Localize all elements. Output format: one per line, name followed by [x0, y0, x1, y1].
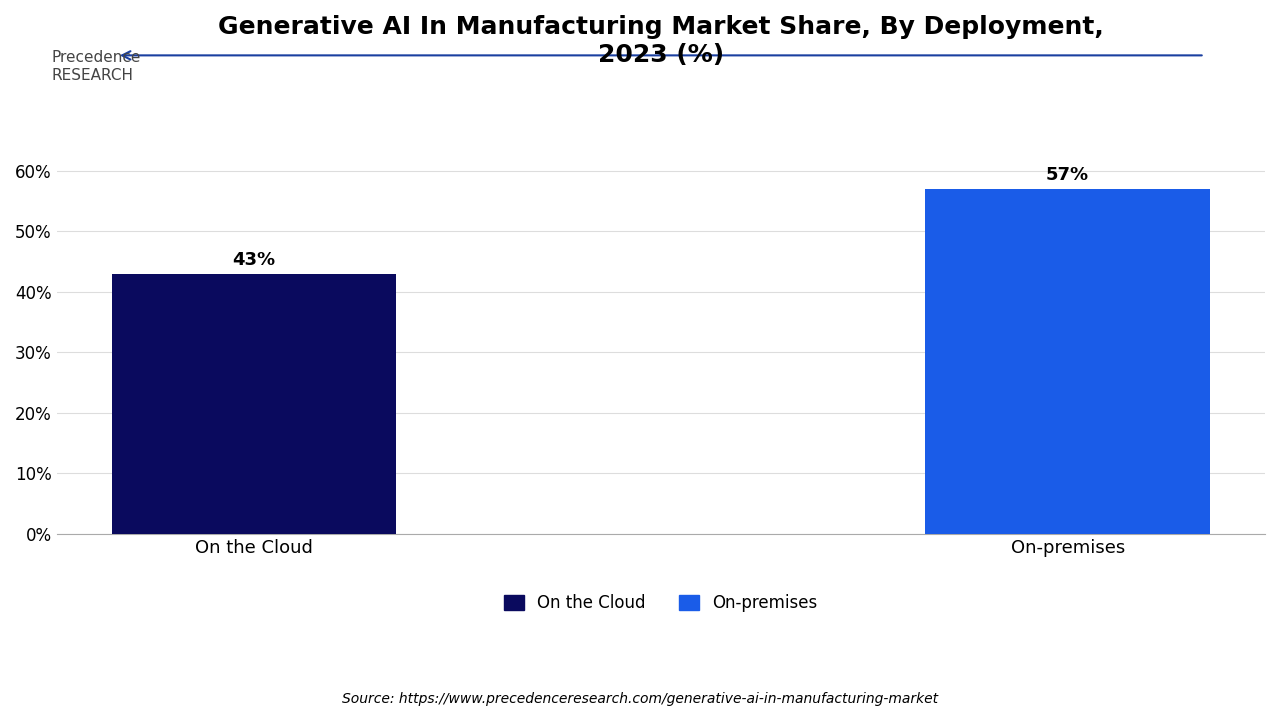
- Text: Source: https://www.precedenceresearch.com/generative-ai-in-manufacturing-market: Source: https://www.precedenceresearch.c…: [342, 692, 938, 706]
- Text: Precedence
RESEARCH: Precedence RESEARCH: [51, 50, 141, 83]
- Title: Generative AI In Manufacturing Market Share, By Deployment,
2023 (%): Generative AI In Manufacturing Market Sh…: [218, 15, 1103, 67]
- Text: 57%: 57%: [1046, 166, 1089, 184]
- Legend: On the Cloud, On-premises: On the Cloud, On-premises: [497, 588, 824, 618]
- Bar: [925, 189, 1210, 534]
- Bar: [111, 274, 397, 534]
- Text: 43%: 43%: [233, 251, 275, 269]
